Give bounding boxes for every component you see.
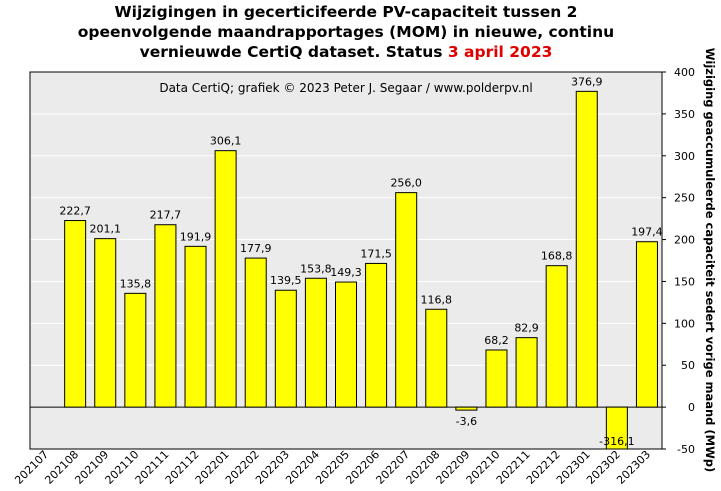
data-label: 82,9 bbox=[514, 322, 539, 335]
bar bbox=[485, 349, 508, 408]
bar bbox=[515, 337, 538, 408]
data-label: -3,6 bbox=[456, 415, 477, 428]
data-label: 177,9 bbox=[240, 242, 272, 255]
title-line-2: opeenvolgende maandrapportages (MOM) in … bbox=[77, 23, 615, 41]
y-tick-label: 300 bbox=[674, 150, 695, 163]
data-label: -316,1 bbox=[599, 435, 634, 448]
data-label: 376,9 bbox=[571, 75, 603, 88]
credit-text: Data CertiQ; grafiek © 2023 Peter J. Seg… bbox=[159, 81, 532, 95]
bar bbox=[545, 265, 568, 408]
data-label: 217,7 bbox=[150, 209, 182, 222]
y-tick-label: -50 bbox=[677, 443, 695, 456]
data-label: 197,4 bbox=[631, 226, 663, 239]
y-tick-label: 250 bbox=[674, 192, 695, 205]
y-tick-label: 350 bbox=[674, 108, 695, 121]
y-tick-label: 200 bbox=[674, 234, 695, 247]
bar bbox=[365, 262, 388, 408]
bar bbox=[154, 224, 177, 408]
title-line-1: Wijzigingen in gecerticifeerde PV-capaci… bbox=[114, 3, 578, 21]
data-label: 201,1 bbox=[89, 223, 121, 236]
bar bbox=[455, 406, 478, 411]
data-label: 168,8 bbox=[541, 250, 573, 263]
data-label: 191,9 bbox=[180, 230, 212, 243]
y-axis-label: Wijziging geaccumuleerde capaciteit sede… bbox=[703, 48, 717, 473]
data-label: 135,8 bbox=[120, 277, 152, 290]
bar bbox=[304, 277, 327, 408]
bar bbox=[124, 292, 147, 408]
bar bbox=[184, 245, 207, 408]
data-label: 68,2 bbox=[484, 334, 509, 347]
plot-border bbox=[29, 71, 663, 450]
y-tick-label: 50 bbox=[681, 359, 695, 372]
bar bbox=[274, 289, 297, 408]
data-label: 256,0 bbox=[390, 177, 422, 190]
bar bbox=[395, 192, 418, 408]
y-tick-label: 100 bbox=[674, 317, 695, 330]
bar bbox=[214, 150, 237, 408]
data-label: 222,7 bbox=[59, 205, 91, 218]
bar bbox=[575, 90, 598, 408]
title-line-3-text: vernieuwde CertiQ dataset. Status bbox=[139, 43, 448, 61]
bar bbox=[94, 238, 117, 408]
x-tick-label: 202303 bbox=[614, 448, 653, 487]
data-label: 116,8 bbox=[421, 293, 453, 306]
bar bbox=[335, 281, 357, 408]
title-date-highlight: 3 april 2023 bbox=[447, 43, 553, 61]
chart-title: Wijzigingen in gecerticifeerde PV-capaci… bbox=[0, 2, 692, 62]
y-tick-label: 400 bbox=[674, 66, 695, 79]
data-label: 139,5 bbox=[270, 274, 302, 287]
bar bbox=[425, 308, 448, 408]
bar bbox=[244, 257, 267, 408]
data-label: 306,1 bbox=[210, 135, 242, 148]
bar bbox=[64, 220, 87, 408]
data-label: 149,3 bbox=[330, 266, 362, 279]
data-label: 171,5 bbox=[360, 247, 392, 260]
bar bbox=[635, 241, 658, 408]
title-line-3: vernieuwde CertiQ dataset. Status 3 apri… bbox=[0, 42, 692, 62]
y-tick-label: 150 bbox=[674, 275, 695, 288]
data-label: 153,8 bbox=[300, 262, 332, 275]
y-tick-label: 0 bbox=[688, 401, 695, 414]
